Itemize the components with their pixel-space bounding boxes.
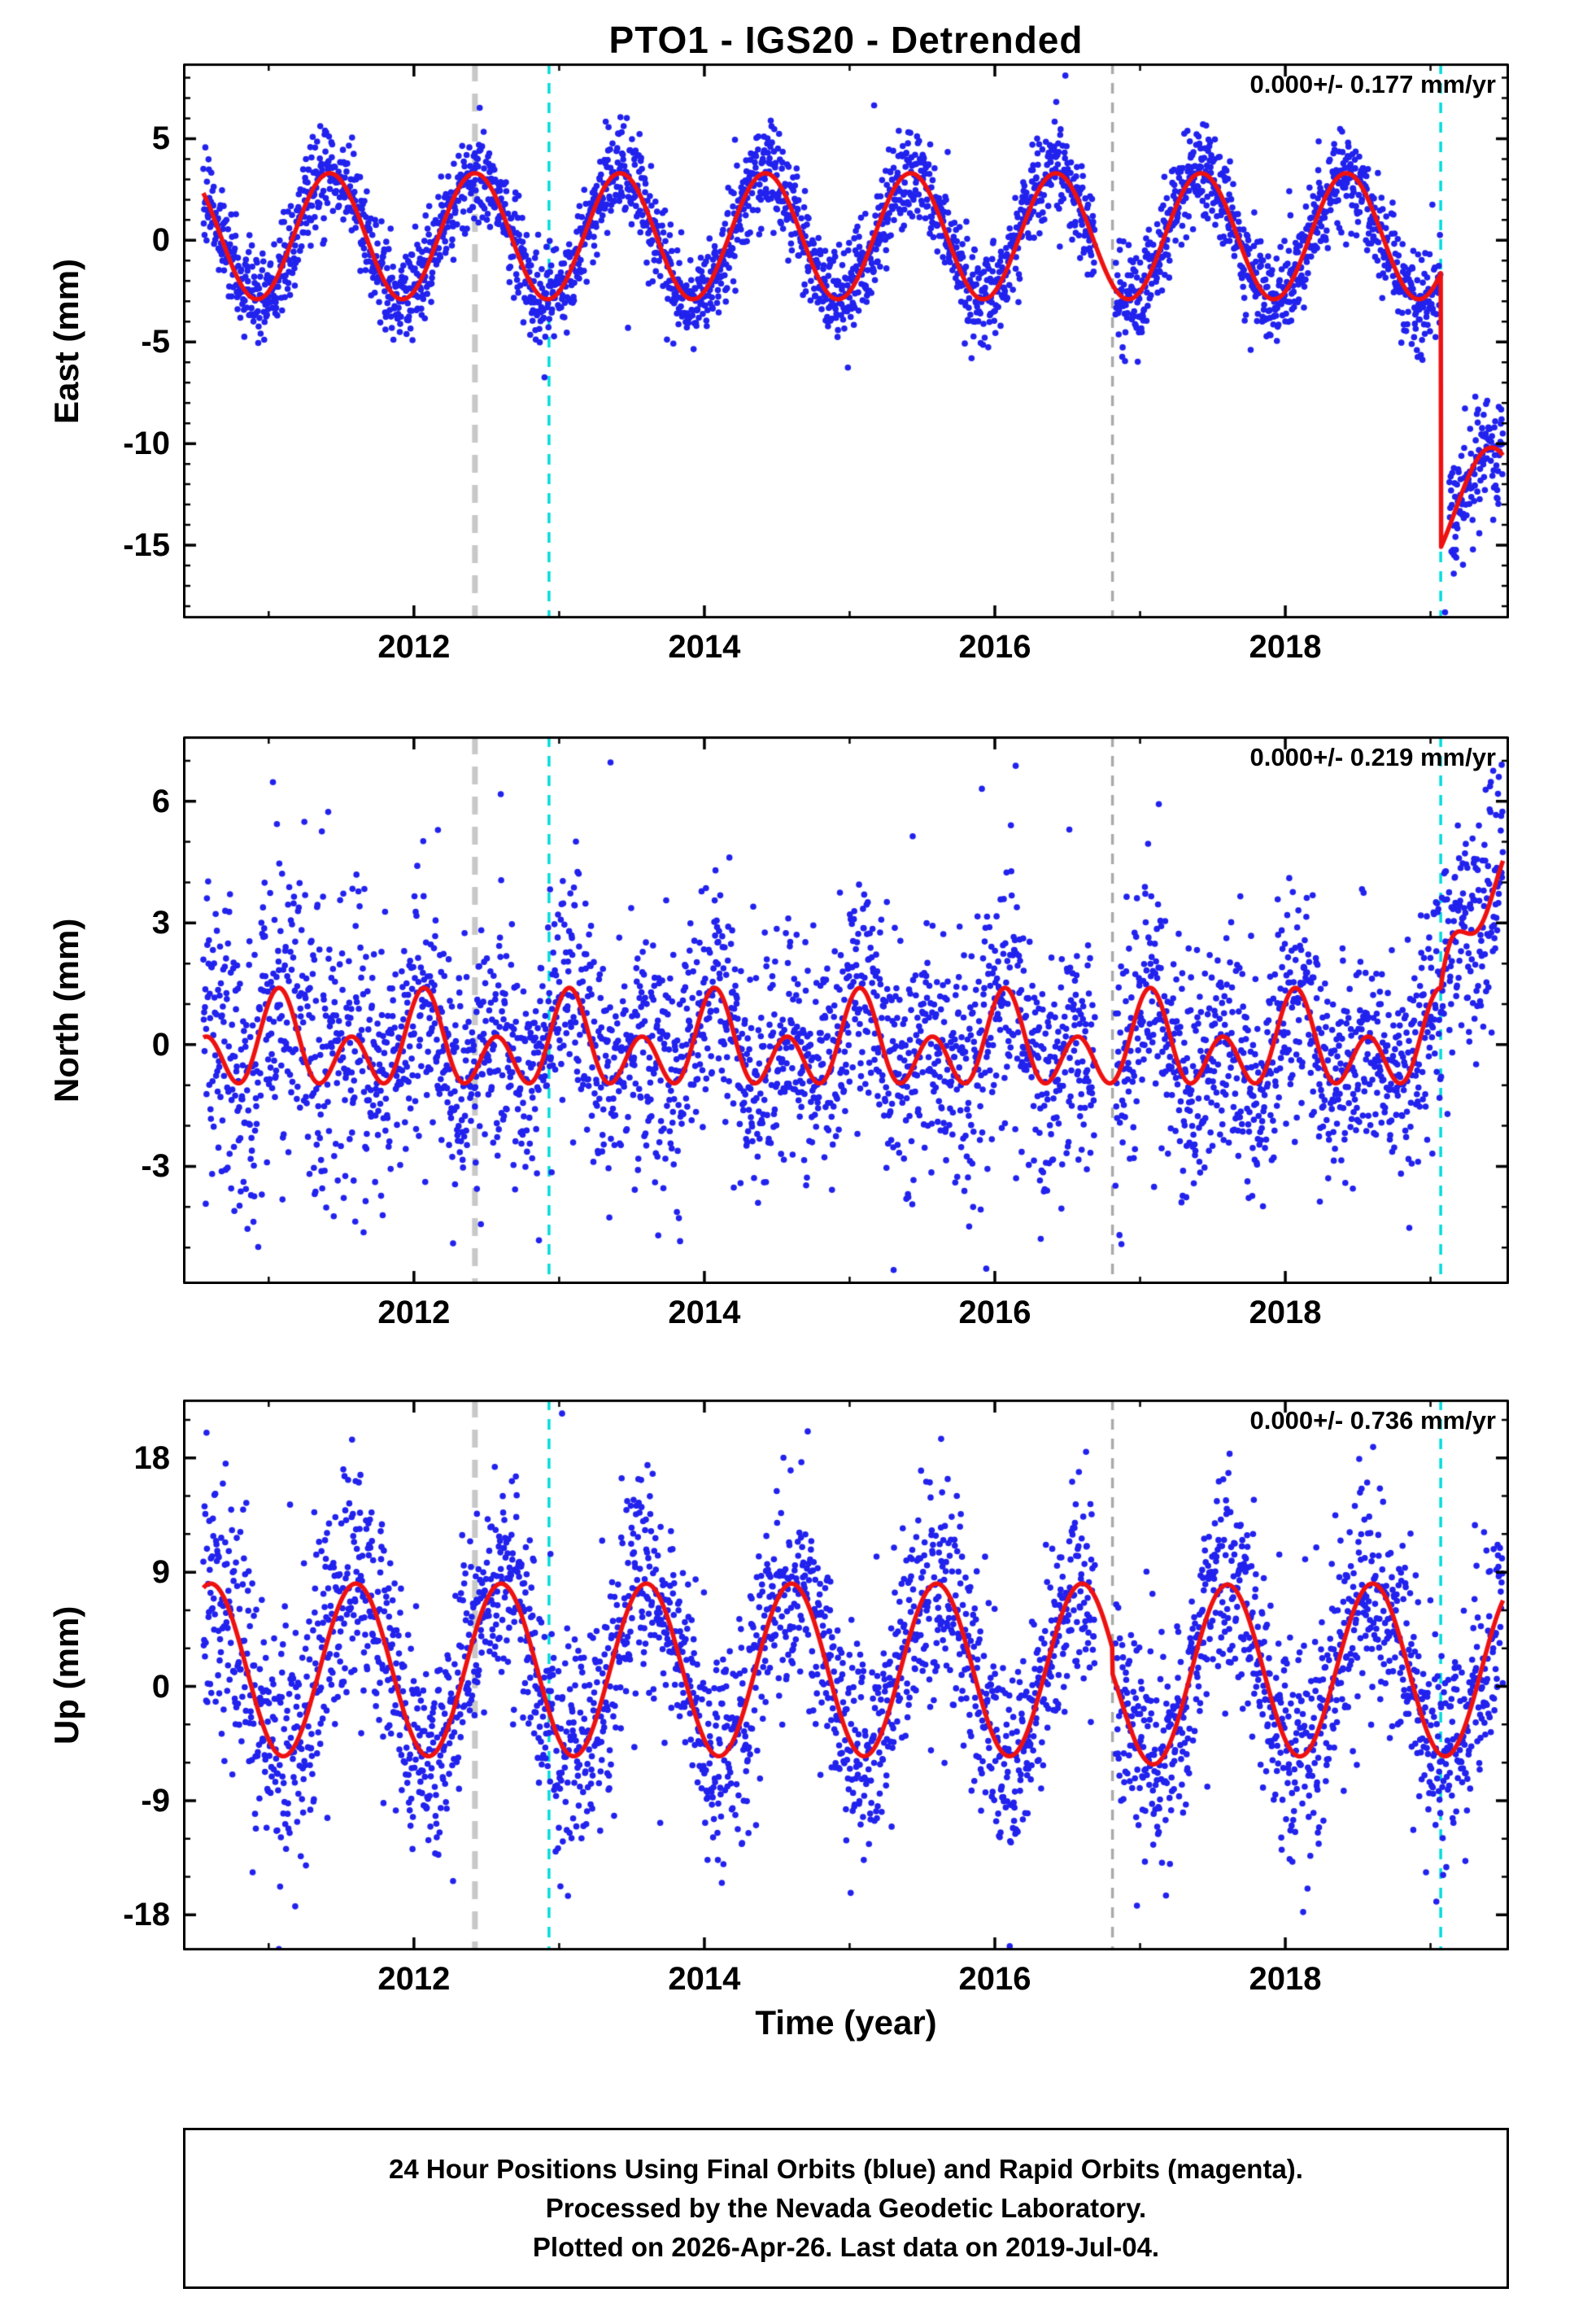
x-tick-label: 2016 bbox=[958, 629, 1031, 665]
caption-line-2: Processed by the Nevada Geodetic Laborat… bbox=[545, 2193, 1147, 2223]
y-tick-label: 0 bbox=[151, 1026, 170, 1063]
y-tick-label: -15 bbox=[123, 527, 170, 564]
up-plot-canvas bbox=[183, 1400, 1509, 1950]
panel-east: East (mm) 0.000+/- 0.177 mm/yr bbox=[47, 63, 1509, 618]
rate-annotation-east: 0.000+/- 0.177 mm/yr bbox=[1249, 70, 1496, 98]
x-tick-label: 2018 bbox=[1249, 1961, 1322, 1997]
x-tick-label: 2016 bbox=[958, 1961, 1031, 1997]
y-tick-label: 6 bbox=[151, 783, 170, 819]
y-tick-label: -3 bbox=[141, 1148, 170, 1185]
panel-up: Up (mm) 0.000+/- 0.736 mm/yr bbox=[47, 1400, 1509, 1950]
y-tick-label: 5 bbox=[151, 120, 170, 157]
y-tick-label: -10 bbox=[123, 426, 170, 462]
rate-annotation-north: 0.000+/- 0.219 mm/yr bbox=[1249, 743, 1496, 771]
x-tick-label: 2012 bbox=[377, 1295, 451, 1330]
y-tick-label: -9 bbox=[141, 1782, 170, 1819]
y-tick-label: 18 bbox=[133, 1439, 171, 1476]
x-tick-label: 2018 bbox=[1249, 1295, 1322, 1330]
panel-north: North (mm) 0.000+/- 0.219 mm/yr bbox=[47, 736, 1509, 1284]
caption-line-3: Plotted on 2026-Apr-26. Last data on 201… bbox=[532, 2232, 1160, 2262]
x-tick-label: 2012 bbox=[377, 629, 451, 665]
x-tick-label: 2018 bbox=[1249, 629, 1322, 665]
y-tick-label: -5 bbox=[141, 324, 170, 360]
x-tick-label: 2014 bbox=[668, 1961, 741, 1997]
caption-box: 24 Hour Positions Using Final Orbits (bl… bbox=[183, 2128, 1509, 2289]
x-axis-title: Time (year) bbox=[755, 2003, 937, 2042]
y-tick-label: 3 bbox=[151, 905, 170, 941]
y-tick-label: 9 bbox=[151, 1554, 170, 1591]
north-plot-canvas bbox=[183, 736, 1509, 1284]
caption-line-1: 24 Hour Positions Using Final Orbits (bl… bbox=[389, 2154, 1303, 2184]
y-tick-label: 0 bbox=[151, 1668, 170, 1705]
x-tick-label: 2014 bbox=[668, 629, 741, 665]
y-tick-label: -18 bbox=[123, 1897, 170, 1933]
figure-title: PTO1 - IGS20 - Detrended bbox=[608, 19, 1084, 61]
x-tick-label: 2014 bbox=[668, 1295, 741, 1330]
x-tick-label: 2016 bbox=[958, 1295, 1031, 1330]
rate-annotation-up: 0.000+/- 0.736 mm/yr bbox=[1249, 1406, 1496, 1435]
east-plot-canvas bbox=[183, 63, 1509, 618]
y-tick-label: 0 bbox=[151, 222, 170, 259]
x-tick-label: 2012 bbox=[377, 1961, 451, 1997]
